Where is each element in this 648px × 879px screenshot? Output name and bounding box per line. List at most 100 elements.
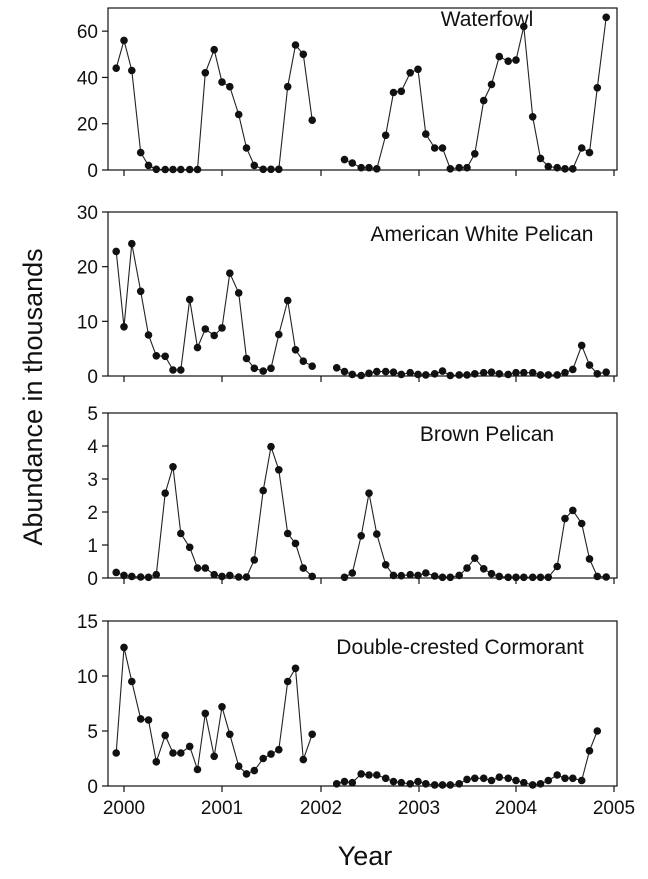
data-point [161,489,169,498]
data-point [406,69,415,77]
data-point [446,371,455,380]
data-point [234,573,243,581]
data-point [136,715,145,723]
y-tick-label: 0 [87,161,98,182]
data-point [348,370,357,379]
data-point [169,366,177,374]
data-point [593,727,602,735]
data-point [283,82,292,91]
data-point [259,486,268,495]
data-point [226,269,234,278]
data-point [471,774,479,783]
data-point [430,572,439,580]
data-point [193,165,202,174]
data-point [152,165,161,174]
data-point [152,352,161,360]
panel-title: Brown Pelican [420,423,554,446]
data-point [504,774,512,783]
data-point [414,571,422,580]
data-point [381,774,390,783]
data-point [193,765,202,774]
data-point [218,572,226,581]
data-point [275,745,283,754]
x-tick-label: 2000 [103,798,145,819]
data-point [487,569,496,578]
data-point [504,573,512,582]
data-point [357,770,366,778]
data-point [161,165,169,174]
data-point [487,776,496,785]
data-point [332,780,341,788]
data-point [357,163,366,172]
y-tick-label: 0 [87,367,98,388]
data-point [577,776,586,785]
data-point [177,366,185,374]
series-line [115,38,313,171]
data-point [389,368,398,377]
x-tick-label: 2004 [495,798,538,819]
data-point [226,82,234,91]
data-point [120,571,128,580]
data-point [528,113,537,121]
data-point [136,573,145,581]
data-point [512,776,520,785]
data-point [340,777,349,786]
data-point [275,466,283,474]
data-point [299,50,308,59]
data-point [381,367,390,376]
y-tick-label: 2 [87,503,98,524]
y-tick-label: 40 [77,68,98,89]
data-point [144,161,153,170]
data-point [169,463,177,471]
data-point [308,730,317,739]
data-point [422,780,430,788]
data-point [193,564,202,572]
data-point [267,364,275,373]
data-point [185,742,194,751]
data-point [512,573,520,582]
data-point [520,573,528,582]
data-point [234,289,243,297]
data-point [438,781,447,789]
data-point [602,573,610,581]
data-point [553,371,561,379]
data-point [283,296,292,305]
data-point [136,148,145,157]
data-point [422,130,430,138]
data-point [112,568,120,577]
data-point [242,144,251,152]
data-point [250,766,259,775]
data-point [495,370,504,378]
data-point [512,56,520,64]
data-point [495,773,504,781]
data-point [430,144,439,152]
data-point [553,163,561,172]
data-point [544,573,553,582]
data-point [536,154,545,163]
data-point [299,564,308,572]
data-point [357,532,366,540]
data-point [520,368,528,377]
data-point [471,150,479,158]
data-point [201,325,210,333]
data-point [397,370,406,379]
data-point [536,780,545,788]
series-line [115,243,313,372]
data-point [528,573,537,582]
data-point [267,442,275,451]
data-point [259,165,268,174]
data-point [528,368,537,377]
data-point [218,703,226,711]
data-point [397,571,406,580]
data-point [422,569,430,577]
y-tick-label: 20 [77,115,98,136]
data-point [365,489,373,498]
y-tick-label: 5 [87,404,98,425]
y-tick-label: 0 [87,569,98,590]
data-point [504,370,512,379]
data-point [455,371,464,379]
data-point [226,730,234,739]
data-point [479,774,488,783]
data-point [120,323,128,331]
